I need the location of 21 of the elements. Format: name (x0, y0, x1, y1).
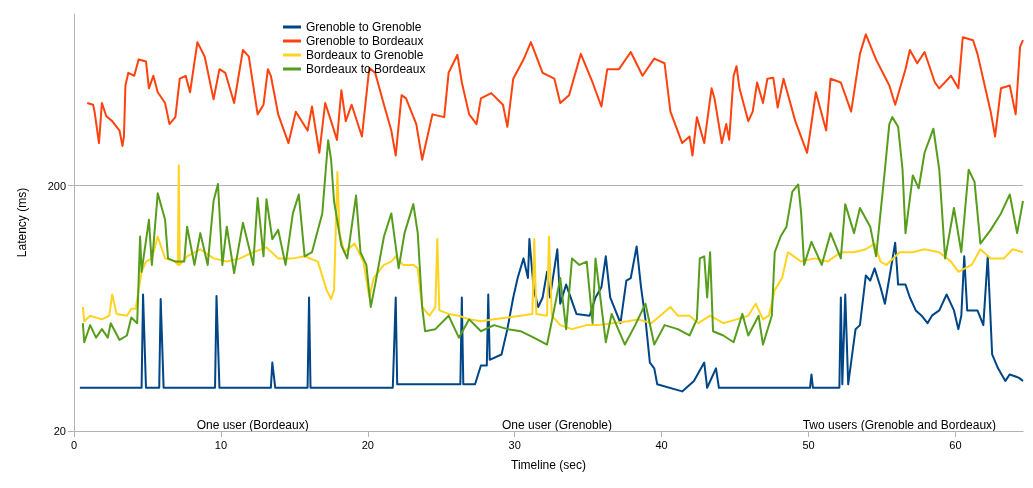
legend-label: Bordeaux to Grenoble (306, 48, 424, 62)
x-tick-label: 30 (508, 438, 521, 451)
line-series (81, 164, 1024, 331)
annotation: One user (Grenoble) (501, 418, 613, 432)
legend-label: Grenoble to Bordeaux (306, 34, 424, 48)
line-series (78, 238, 1024, 393)
legend-label: Grenoble to Grenoble (306, 20, 422, 34)
x-tick-label: 60 (949, 438, 962, 451)
annotation: One user (Bordeaux) (196, 418, 309, 432)
x-tick-label: 0 (70, 438, 78, 451)
annotation: Two users (Grenoble and Bordeaux) (802, 418, 997, 432)
line-series (81, 116, 1024, 346)
x-tick-label: 20 (361, 438, 374, 451)
legend-label: Bordeaux to Bordeaux (306, 62, 426, 76)
x-axis-title: Timeline (sec) (511, 458, 586, 472)
y-axis-title: Latency (ms) (15, 187, 29, 258)
x-tick-label: 50 (802, 438, 815, 451)
x-tick-label: 10 (214, 438, 228, 451)
line-series (86, 33, 1024, 161)
x-tick-label: 40 (655, 438, 668, 451)
y-tick-label: 200 (47, 179, 66, 192)
